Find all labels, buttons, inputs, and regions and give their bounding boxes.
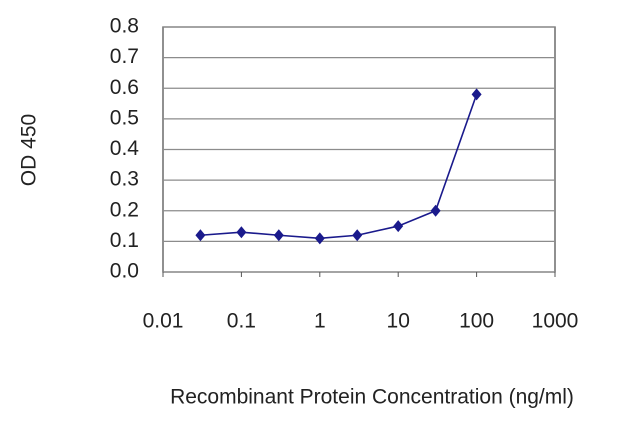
y-tick-label: 0.6: [110, 76, 139, 99]
data-point: [273, 229, 284, 242]
x-tick-label: 0.01: [143, 310, 184, 333]
data-point: [471, 88, 482, 101]
x-tick-label: 100: [459, 310, 494, 333]
y-tick-label: 0.1: [110, 229, 139, 252]
data-point: [430, 204, 441, 217]
y-tick-label: 0.5: [110, 106, 139, 129]
y-tick-label: 0.3: [110, 168, 139, 191]
data-point: [195, 229, 206, 242]
x-axis-label: Recombinant Protein Concentration (ng/ml…: [170, 386, 574, 409]
x-tick-label: 1: [314, 310, 326, 333]
y-tick-label: 0.0: [110, 260, 139, 283]
y-tick-label: 0.4: [110, 137, 140, 160]
y-axis-label: OD 450: [18, 114, 41, 186]
y-tick-label: 0.7: [110, 45, 139, 68]
x-tick-label: 0.1: [227, 310, 256, 333]
x-tick-label: 1000: [532, 310, 579, 333]
data-point: [314, 232, 325, 245]
x-tick-label: 10: [387, 310, 410, 333]
y-tick-label: 0.2: [110, 198, 139, 221]
data-point: [236, 226, 247, 239]
y-tick-label: 0.8: [110, 15, 139, 38]
data-point: [393, 220, 404, 233]
data-line: [200, 94, 478, 240]
data-point: [352, 229, 363, 242]
